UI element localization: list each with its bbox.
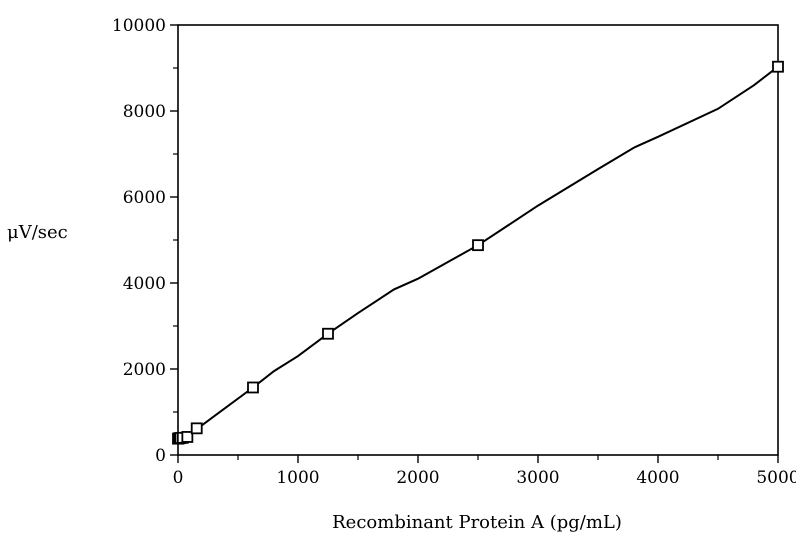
x-tick-label: 0 [173,468,184,488]
y-tick-label: 4000 [123,274,166,294]
x-axis-label: Recombinant Protein A (pg/mL) [332,512,622,533]
data-point [322,327,334,340]
x-axis: 0 1000 2000 3000 4000 5000 [173,455,796,488]
data-point [772,60,784,73]
data-point [190,422,203,435]
y-axis: 0 2000 4000 6000 8000 10000 [112,16,178,466]
data-points [172,60,784,445]
fit-curve [177,65,779,440]
x-tick-label: 1000 [276,468,319,488]
data-point [472,239,484,252]
x-tick-label: 2000 [396,468,439,488]
y-tick-label: 2000 [123,360,166,380]
y-tick-label: 6000 [123,188,166,208]
data-point [181,431,194,443]
y-tick-label: 0 [155,446,166,466]
y-tick-label: 8000 [123,102,166,122]
data-point [247,381,259,394]
y-tick-label: 10000 [112,16,166,36]
x-tick-label: 4000 [636,468,679,488]
x-tick-label: 5000 [756,468,796,488]
x-tick-label: 3000 [516,468,559,488]
y-axis-label: μV/sec [7,222,68,243]
